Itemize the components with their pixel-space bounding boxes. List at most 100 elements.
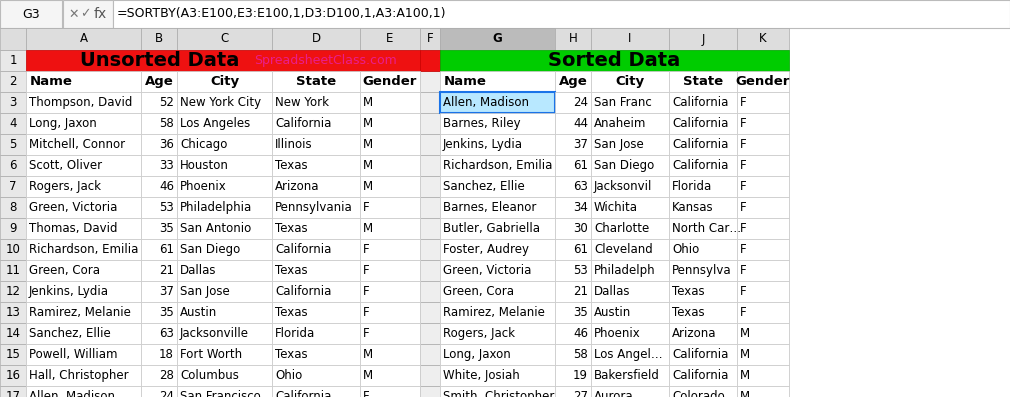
Bar (737, 134, 789, 155)
Bar (177, 386, 272, 397)
Bar (737, 344, 789, 365)
Bar (26, 344, 141, 365)
Bar (272, 197, 360, 218)
Bar (0, 176, 26, 197)
Bar (669, 92, 737, 113)
Text: Allen, Madison: Allen, Madison (443, 96, 529, 109)
Bar (440, 260, 556, 281)
Text: Jenkins, Lydia: Jenkins, Lydia (29, 285, 109, 298)
Bar (141, 155, 177, 176)
Bar (26, 113, 141, 134)
Bar (669, 155, 737, 176)
Bar (360, 218, 420, 239)
Text: 15: 15 (6, 348, 20, 361)
Bar (669, 344, 737, 365)
Bar (440, 302, 556, 323)
Bar (177, 176, 272, 197)
Text: Long, Jaxon: Long, Jaxon (29, 117, 97, 130)
Bar (420, 323, 440, 344)
Bar (556, 365, 591, 386)
Bar (272, 71, 360, 92)
Bar (591, 323, 669, 344)
Bar (440, 239, 556, 260)
Bar (177, 197, 272, 218)
Bar (591, 176, 669, 197)
Bar (591, 302, 669, 323)
Bar (669, 239, 737, 260)
Bar (737, 386, 789, 397)
Text: White, Josiah: White, Josiah (443, 369, 520, 382)
Bar (360, 155, 420, 176)
Bar (669, 176, 737, 197)
Bar (360, 323, 420, 344)
Bar (420, 28, 440, 50)
Text: Gender: Gender (736, 75, 790, 88)
Bar (26, 260, 141, 281)
Text: Arizona: Arizona (672, 327, 716, 340)
Text: 46: 46 (573, 327, 588, 340)
Bar (272, 260, 360, 281)
Bar (737, 323, 789, 344)
Text: California: California (275, 390, 331, 397)
Bar (669, 386, 737, 397)
Text: 44: 44 (573, 117, 588, 130)
Text: 14: 14 (5, 327, 20, 340)
Bar (669, 176, 737, 197)
Bar (272, 302, 360, 323)
Bar (420, 92, 440, 113)
Bar (440, 50, 556, 71)
Bar (440, 134, 556, 155)
Bar (0, 323, 26, 344)
Text: 5: 5 (9, 138, 17, 151)
Bar (0, 134, 26, 155)
Bar (26, 302, 141, 323)
Bar (669, 281, 737, 302)
Bar (591, 281, 669, 302)
Text: Age: Age (559, 75, 588, 88)
Text: Green, Victoria: Green, Victoria (443, 264, 531, 277)
Text: San Jose: San Jose (594, 138, 643, 151)
Bar (360, 344, 420, 365)
Text: 24: 24 (159, 390, 174, 397)
Bar (141, 113, 177, 134)
Bar (272, 281, 360, 302)
Text: Name: Name (444, 75, 487, 88)
Text: Ohio: Ohio (275, 369, 302, 382)
Bar (360, 344, 420, 365)
Bar (141, 281, 177, 302)
Text: F: F (740, 222, 746, 235)
Bar (420, 386, 440, 397)
Bar (26, 386, 141, 397)
Bar (420, 260, 440, 281)
Bar (0, 28, 26, 50)
Bar (420, 302, 440, 323)
Text: San Jose: San Jose (180, 285, 229, 298)
Bar (26, 71, 141, 92)
Text: California: California (275, 243, 331, 256)
Bar (177, 176, 272, 197)
Bar (360, 386, 420, 397)
Text: Richardson, Emilia: Richardson, Emilia (29, 243, 138, 256)
Text: H: H (569, 33, 578, 46)
Bar (141, 92, 177, 113)
Bar (737, 134, 789, 155)
Text: Green, Victoria: Green, Victoria (29, 201, 117, 214)
Bar (26, 218, 141, 239)
Text: Cleveland: Cleveland (594, 243, 652, 256)
Text: 61: 61 (159, 243, 174, 256)
Bar (360, 176, 420, 197)
Bar (591, 365, 669, 386)
Bar (26, 134, 141, 155)
Bar (177, 218, 272, 239)
Bar (591, 197, 669, 218)
Text: 21: 21 (573, 285, 588, 298)
Bar (26, 302, 141, 323)
Bar (440, 176, 556, 197)
Text: Barnes, Riley: Barnes, Riley (443, 117, 520, 130)
Text: Unsorted Data: Unsorted Data (80, 51, 239, 70)
Text: 13: 13 (6, 306, 20, 319)
Bar (272, 323, 360, 344)
Bar (177, 134, 272, 155)
Bar (737, 365, 789, 386)
Bar (737, 176, 789, 197)
